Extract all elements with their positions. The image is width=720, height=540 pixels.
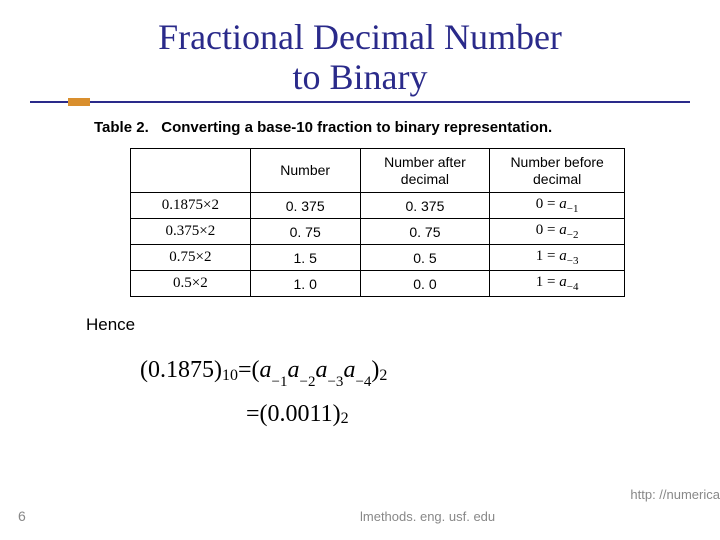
table-row: 0.75×2 1. 5 0. 5 1 = a−3 [131, 245, 625, 271]
hence-label: Hence [86, 315, 720, 335]
eq-rhs1: (a−1a−2a−3a−4) [252, 349, 380, 393]
expr-cell: 0.5×2 [131, 271, 251, 297]
table-header-row: Number Number after decimal Number befor… [131, 149, 625, 193]
after-cell: 0. 75 [360, 219, 490, 245]
before-cell: 0 = a−1 [490, 193, 625, 219]
before-cell: 1 = a−3 [490, 245, 625, 271]
equation-line-2: = (0.0011)2 [140, 393, 720, 436]
result-equation: (0.1875)10 = (a−1a−2a−3a−4)2 = (0.0011)2 [140, 349, 720, 436]
footer-url-center: lmethods. eng. usf. edu [360, 509, 495, 524]
before-cell: 1 = a−4 [490, 271, 625, 297]
number-cell: 0. 375 [250, 193, 360, 219]
number-cell: 1. 0 [250, 271, 360, 297]
col-header-expression [131, 149, 251, 193]
after-cell: 0. 375 [360, 193, 490, 219]
accent-box [68, 98, 90, 106]
col-header-number: Number [250, 149, 360, 193]
slide: Fractional Decimal Number to Binary Tabl… [0, 0, 720, 540]
conversion-table: Number Number after decimal Number befor… [130, 148, 625, 297]
slide-title: Fractional Decimal Number to Binary [0, 18, 720, 97]
caption-prefix: Table 2. [94, 119, 149, 136]
eq-lhs-sub: 10 [222, 362, 238, 391]
expr-cell: 0.1875×2 [131, 193, 251, 219]
eq-rhs1-sub: 2 [379, 362, 387, 391]
eq-equals: = [238, 349, 252, 392]
eq2-val: (0.0011) [260, 393, 341, 436]
after-cell: 0. 5 [360, 245, 490, 271]
title-underline [30, 101, 690, 103]
caption-text: Converting a base-10 fraction to binary … [161, 119, 552, 136]
table-row: 0.375×2 0. 75 0. 75 0 = a−2 [131, 219, 625, 245]
expr-cell: 0.375×2 [131, 219, 251, 245]
number-cell: 0. 75 [250, 219, 360, 245]
page-number: 6 [18, 508, 26, 524]
table-caption: Table 2. Converting a base-10 fraction t… [94, 119, 720, 136]
before-lhs: 1 = [536, 248, 559, 264]
title-line-2: to Binary [293, 57, 428, 97]
col-header-before: Number before decimal [490, 149, 625, 193]
expr-cell: 0.75×2 [131, 245, 251, 271]
eq-lhs: (0.1875) [140, 349, 222, 392]
eq2-sub: 2 [341, 405, 349, 434]
before-cell: 0 = a−2 [490, 219, 625, 245]
before-lhs: 1 = [536, 274, 559, 290]
footer-url-right: http: //numerica [630, 487, 720, 502]
number-cell: 1. 5 [250, 245, 360, 271]
col-header-after: Number after decimal [360, 149, 490, 193]
before-lhs: 0 = [536, 196, 559, 212]
eq2-equals: = [246, 393, 260, 436]
title-line-1: Fractional Decimal Number [158, 17, 562, 57]
table-row: 0.5×2 1. 0 0. 0 1 = a−4 [131, 271, 625, 297]
after-cell: 0. 0 [360, 271, 490, 297]
equation-line-1: (0.1875)10 = (a−1a−2a−3a−4)2 [140, 349, 720, 393]
before-lhs: 0 = [536, 222, 559, 238]
table-row: 0.1875×2 0. 375 0. 375 0 = a−1 [131, 193, 625, 219]
title-rule [30, 101, 690, 111]
